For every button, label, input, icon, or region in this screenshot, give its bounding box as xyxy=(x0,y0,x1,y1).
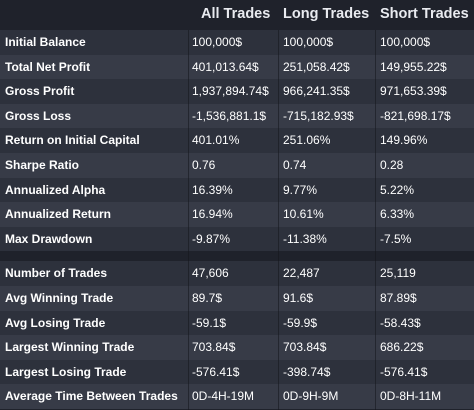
long-trades-value: 22,487 xyxy=(283,266,320,281)
table-row: Return on Initial Capital 401.01% 251.06… xyxy=(0,128,474,153)
all-trades-value: 401.01% xyxy=(192,133,240,148)
table-row: Annualized Return 16.94% 10.61% 6.33% xyxy=(0,202,474,227)
table-row: Largest Losing Trade -576.41$ -398.74$ -… xyxy=(0,359,474,385)
short-trades-value: 0D-8H-11M xyxy=(380,389,442,404)
row-label: Largest Winning Trade xyxy=(5,340,135,355)
long-trades-value: 100,000$ xyxy=(283,35,334,49)
long-trades-value: 0.74 xyxy=(283,158,307,172)
row-label: Largest Losing Trade xyxy=(5,364,127,379)
short-trades-value: 0.28 xyxy=(380,158,404,172)
long-trades-value: 251.06% xyxy=(283,133,331,148)
long-trades-value: 703.84$ xyxy=(283,340,327,355)
long-trades-value: 9.77% xyxy=(283,182,318,197)
long-trades-value: 251,058.42$ xyxy=(283,59,350,74)
row-label: Annualized Alpha xyxy=(5,182,106,197)
short-trades-value: 149.96% xyxy=(380,133,428,148)
all-trades-value: 47,606 xyxy=(192,266,229,281)
table-row: Avg Winning Trade 89.7$ 91.6$ 87.89$ xyxy=(0,286,474,311)
table-row: Number of Trades 47,606 22,487 25,119 xyxy=(0,261,474,286)
table-row: Initial Balance 100,000$ 100,000$ 100,00… xyxy=(0,30,474,55)
header-all-trades: All Trades xyxy=(201,6,271,22)
row-label: Annualized Return xyxy=(5,207,112,222)
row-label: Average Time Between Trades xyxy=(5,389,178,404)
all-trades-value: 0D-4H-19M xyxy=(192,389,255,404)
row-label: Number of Trades xyxy=(5,266,108,281)
table-row: Gross Loss -1,536,881.1$ -715,182.93$ -8… xyxy=(0,103,474,129)
column-divider xyxy=(278,30,279,410)
column-divider xyxy=(375,30,376,410)
table-row: Annualized Alpha 16.39% 9.77% 5.22% xyxy=(0,177,474,203)
short-trades-value: 686.22$ xyxy=(380,340,424,355)
all-trades-value: 16.94% xyxy=(192,207,233,222)
section-divider xyxy=(0,251,474,262)
long-trades-value: -715,182.93$ xyxy=(283,108,354,123)
long-trades-value: 0D-9H-9M xyxy=(283,389,339,404)
row-label: Total Net Profit xyxy=(5,59,91,74)
all-trades-value: -576.41$ xyxy=(192,364,240,379)
short-trades-value: -7.5% xyxy=(380,231,412,246)
table-row: Sharpe Ratio 0.76 0.74 0.28 xyxy=(0,153,474,178)
short-trades-value: 5.22% xyxy=(380,182,415,197)
short-trades-value: 100,000$ xyxy=(380,35,431,49)
short-trades-value: 6.33% xyxy=(380,207,415,222)
all-trades-value: 100,000$ xyxy=(192,35,243,49)
long-trades-value: -398.74$ xyxy=(283,364,331,379)
all-trades-value: 16.39% xyxy=(192,182,233,197)
row-label: Initial Balance xyxy=(5,35,86,49)
long-trades-value: -59.9$ xyxy=(283,315,318,330)
all-trades-value: 89.7$ xyxy=(192,291,223,305)
short-trades-value: 971,653.39$ xyxy=(380,84,447,99)
header-short-trades: Short Trades xyxy=(380,6,469,22)
all-trades-value: 1,937,894.74$ xyxy=(192,84,269,99)
long-trades-value: 966,241.35$ xyxy=(283,84,350,99)
short-trades-value: 149,955.22$ xyxy=(380,59,447,74)
row-label: Gross Profit xyxy=(5,84,75,99)
short-trades-value: -58.43$ xyxy=(380,315,421,330)
row-label: Sharpe Ratio xyxy=(5,158,80,172)
row-label: Avg Losing Trade xyxy=(5,315,106,330)
table-row: Avg Losing Trade -59.1$ -59.9$ -58.43$ xyxy=(0,310,474,336)
table-row: Total Net Profit 401,013.64$ 251,058.42$… xyxy=(0,54,474,80)
row-label: Gross Loss xyxy=(5,108,72,123)
all-trades-value: -59.1$ xyxy=(192,315,227,330)
row-label: Max Drawdown xyxy=(5,231,93,246)
all-trades-value: -1,536,881.1$ xyxy=(192,108,267,123)
table-row: Largest Winning Trade 703.84$ 703.84$ 68… xyxy=(0,335,474,360)
long-trades-value: -11.38% xyxy=(283,231,327,246)
table-row: Average Time Between Trades 0D-4H-19M 0D… xyxy=(0,384,474,409)
short-trades-value: -576.41$ xyxy=(380,364,428,379)
header-long-trades: Long Trades xyxy=(283,6,370,22)
row-label: Avg Winning Trade xyxy=(5,291,114,305)
short-trades-value: 87.89$ xyxy=(380,291,417,305)
all-trades-value: 0.76 xyxy=(192,158,216,172)
table-row: Gross Profit 1,937,894.74$ 966,241.35$ 9… xyxy=(0,79,474,104)
table-row: Max Drawdown -9.87% -11.38% -7.5% xyxy=(0,226,474,252)
long-trades-value: 10.61% xyxy=(283,207,324,222)
short-trades-value: -821,698.17$ xyxy=(380,108,451,123)
column-divider xyxy=(188,30,189,410)
short-trades-value: 25,119 xyxy=(380,266,416,281)
long-trades-value: 91.6$ xyxy=(283,291,314,305)
all-trades-value: 401,013.64$ xyxy=(192,59,259,74)
row-label: Return on Initial Capital xyxy=(5,133,140,148)
table-header: All Trades Long Trades Short Trades xyxy=(0,0,474,30)
all-trades-value: 703.84$ xyxy=(192,340,236,355)
all-trades-value: -9.87% xyxy=(192,231,231,246)
